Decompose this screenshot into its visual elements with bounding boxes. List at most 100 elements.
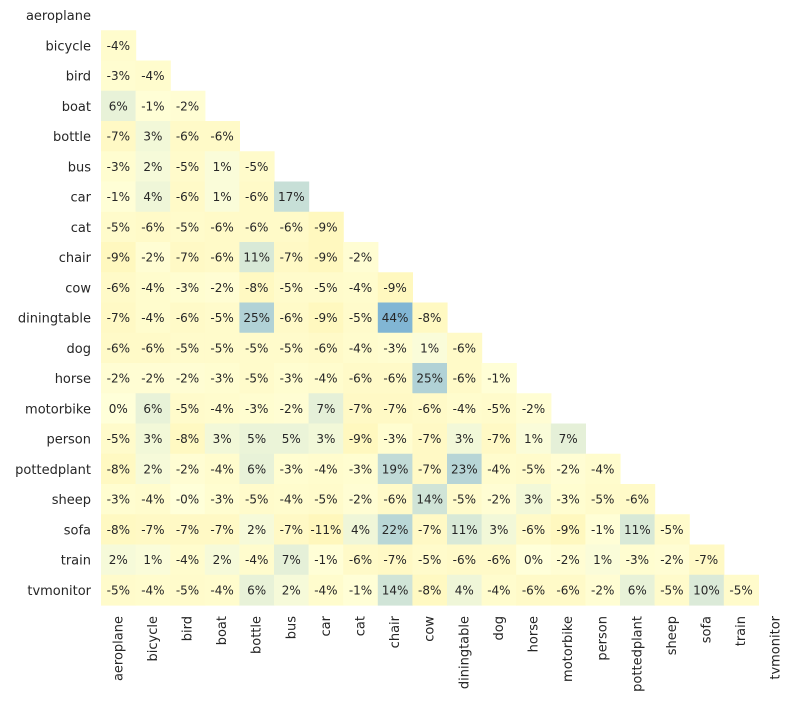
heatmap-cell (308, 574, 344, 606)
cell-value-label: 25% (416, 372, 443, 386)
heatmap-cell (412, 574, 448, 606)
heatmap-cell (204, 211, 240, 243)
cell-value-label: -3% (107, 493, 130, 507)
heatmap-cell (654, 514, 690, 546)
cell-value-label: 5% (282, 432, 301, 446)
heatmap-cell (274, 363, 310, 394)
cell-value-label: -2% (349, 251, 372, 265)
cell-value-label: -4% (141, 583, 164, 597)
heatmap-cell (274, 181, 310, 213)
heatmap-cell (204, 151, 240, 183)
heatmap-cell (377, 544, 413, 576)
heatmap-cell (101, 90, 137, 122)
heatmap-cell (377, 514, 413, 546)
cell-value-label: 2% (282, 583, 301, 597)
cell-value-label: -4% (141, 311, 164, 325)
cell-value-label: -7% (210, 523, 233, 537)
cell-value-label: 10% (693, 583, 720, 597)
cell-value-label: -6% (176, 311, 199, 325)
cell-value-label: -2% (522, 402, 545, 416)
heatmap-cell (274, 272, 310, 304)
heatmap-cell (412, 363, 448, 394)
cell-value-label: -4% (314, 583, 337, 597)
heatmap-cell (689, 544, 725, 576)
cell-value-label: -3% (280, 372, 303, 386)
cell-value-label: -4% (245, 553, 268, 567)
heatmap-cell (550, 484, 586, 515)
heatmap-cell (516, 453, 552, 485)
cell-value-label: -2% (349, 493, 372, 507)
heatmap-cell (239, 453, 275, 485)
cell-value-label: 1% (593, 553, 612, 567)
cell-value-label: 1% (420, 341, 439, 355)
cell-value-label: -5% (280, 281, 303, 295)
heatmap-cell (170, 332, 206, 364)
cell-value-label: -5% (245, 372, 268, 386)
cell-value-label: 2% (213, 553, 232, 567)
heatmap-cell (135, 393, 171, 425)
heatmap-cell (308, 453, 344, 485)
cell-value-label: 22% (382, 523, 409, 537)
heatmap-cell (308, 242, 344, 273)
row-labels: aeroplane bicycle bird boat bottle bus car cat c… (15, 9, 91, 599)
cell-value-label: -5% (522, 462, 545, 476)
row-tick-label: train (61, 554, 91, 569)
cell-value-label: -6% (349, 372, 372, 386)
cell-value-label: -4% (487, 583, 510, 597)
row-tick-label: boat (62, 100, 91, 115)
heatmap-cell (377, 574, 413, 606)
cell-value-label: -9% (107, 251, 130, 265)
heatmap-cell (412, 332, 448, 364)
cell-value-label: -5% (660, 523, 683, 537)
heatmap-cell (239, 151, 275, 183)
cell-value-label: -6% (487, 553, 510, 567)
heatmap-cell (239, 211, 275, 243)
column-tick-label: sofa (700, 616, 715, 643)
row-tick-label: bottle (53, 130, 91, 145)
cell-value-label: -1% (591, 523, 614, 537)
heatmap-cell (135, 181, 171, 213)
cell-value-label: 1% (524, 432, 543, 446)
heatmap-cell (101, 181, 137, 213)
heatmap-cell (516, 423, 552, 455)
cell-value-label: -7% (383, 402, 406, 416)
heatmap-cell (550, 574, 586, 606)
column-tick-label: boat (215, 616, 230, 645)
cell-value-label: -6% (280, 220, 303, 234)
cell-value-label: -2% (591, 583, 614, 597)
heatmap-cell (723, 574, 759, 606)
cell-value-label: 6% (143, 402, 162, 416)
cell-value-label: -3% (210, 372, 233, 386)
column-tick-label: bird (181, 616, 196, 641)
column-tick-label: horse (527, 616, 542, 652)
row-tick-label: sheep (52, 493, 91, 508)
heatmap-cell (170, 484, 206, 515)
cell-value-label: 6% (247, 583, 266, 597)
cell-value-label: -5% (729, 583, 752, 597)
column-tick-label: sheep (665, 616, 680, 655)
heatmap-cell (239, 363, 275, 394)
cell-value-label: -5% (280, 341, 303, 355)
heatmap-cell (343, 272, 379, 304)
heatmap-cell (550, 514, 586, 546)
heatmap-cell (101, 393, 137, 425)
cell-value-label: 23% (451, 462, 478, 476)
heatmap-cell (135, 423, 171, 455)
heatmap-cell (308, 484, 344, 515)
cell-value-label: -5% (349, 311, 372, 325)
heatmap-cell (170, 242, 206, 273)
cell-value-label: -5% (453, 493, 476, 507)
cell-value-label: 3% (455, 432, 474, 446)
cell-value-label: 3% (316, 432, 335, 446)
cell-value-label: -5% (176, 341, 199, 355)
heatmap-cell (204, 514, 240, 546)
cell-value-label: -4% (141, 493, 164, 507)
heatmap-cell (308, 393, 344, 425)
heatmap-cell (550, 544, 586, 576)
cell-value-label: -2% (210, 281, 233, 295)
cell-value-label: 14% (416, 493, 443, 507)
heatmap-cell (101, 121, 137, 152)
heatmap-cell (101, 30, 137, 62)
cell-value-label: -6% (141, 220, 164, 234)
